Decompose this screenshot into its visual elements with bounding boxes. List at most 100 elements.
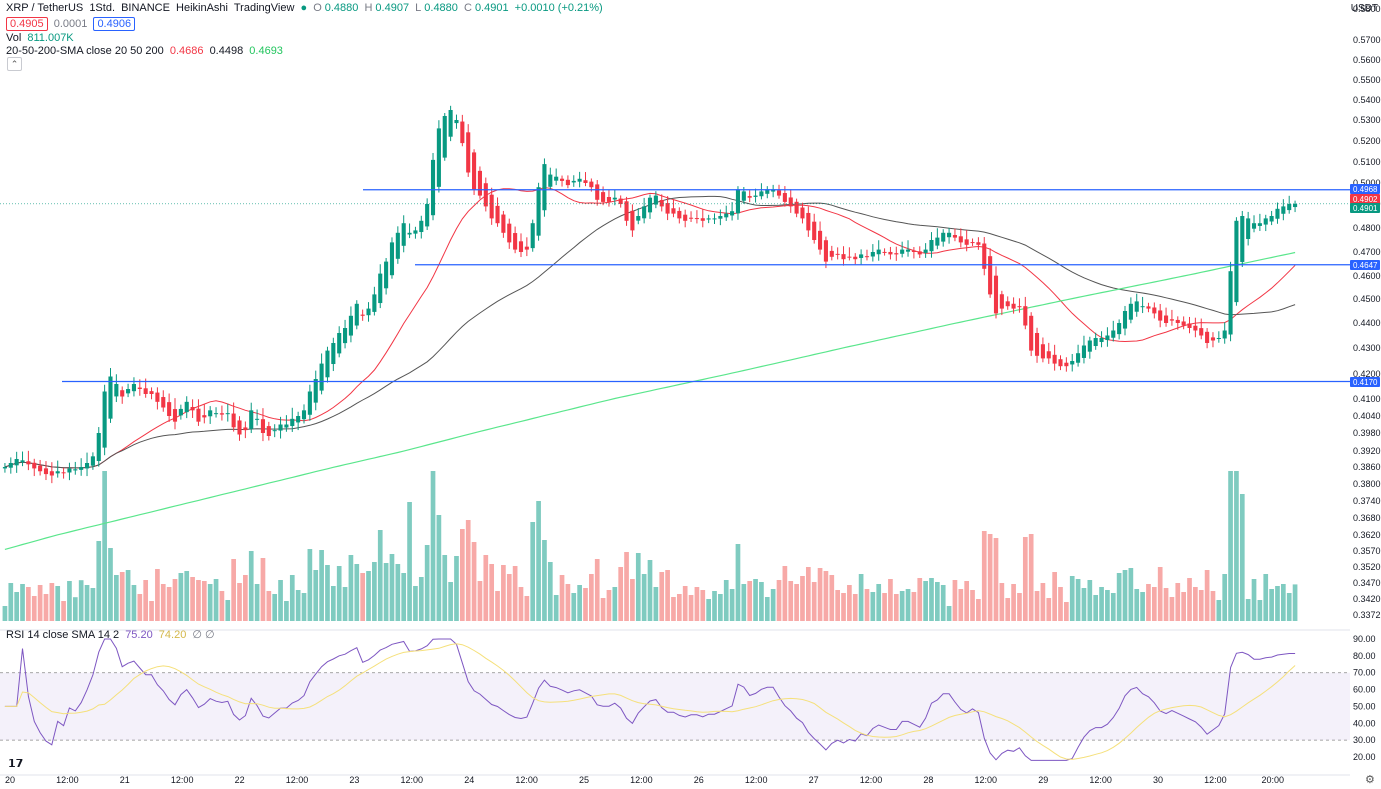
time-tick-label: 12:00: [56, 775, 79, 785]
candle-body: [1169, 319, 1174, 321]
volume-bar: [495, 591, 500, 621]
candle-body: [993, 275, 999, 314]
volume-bar: [1275, 586, 1280, 621]
volume-bar: [1011, 584, 1016, 621]
candle-body: [196, 408, 201, 422]
candle-body: [1011, 303, 1016, 309]
sma-20-value: 0.4686: [169, 45, 204, 57]
candle-body: [829, 250, 834, 257]
volume-bar: [817, 568, 823, 621]
tradingview-logo-icon[interactable]: 𝟭𝟳: [8, 758, 24, 770]
rsi-tick-label: 70.00: [1353, 668, 1376, 678]
price-axis[interactable]: 0.5800 0.5700 0.5600 0.5500 0.5400 0.5300 0.52…: [1353, 4, 1381, 620]
volume-bar: [207, 584, 213, 621]
symbol-legend[interactable]: XRP / TetherUS 1Std. BINANCE HeikinAshi …: [6, 2, 609, 14]
volume-bar: [366, 571, 371, 621]
candle-body: [20, 460, 25, 463]
price-tag-bg: [1350, 260, 1380, 270]
volume-bar: [190, 577, 195, 621]
volume-label: Vol: [6, 32, 22, 44]
gear-icon[interactable]: ⚙: [1365, 774, 1375, 786]
candle-body: [1216, 338, 1221, 339]
candle-body: [84, 463, 90, 469]
candle-body: [38, 465, 43, 472]
volume-bar: [653, 587, 659, 621]
candle-body: [859, 254, 864, 258]
candle-body: [677, 210, 682, 219]
candle-body: [618, 198, 623, 204]
volume-bar: [935, 582, 940, 621]
volume-bar: [1052, 572, 1057, 621]
volume-bar: [547, 562, 553, 621]
rsi-tick-label: 20.00: [1353, 752, 1376, 762]
interval-label[interactable]: 1Std.: [89, 2, 115, 14]
candle-body: [395, 232, 400, 259]
volume-bar: [847, 585, 852, 621]
volume-bar: [2, 606, 8, 621]
candle-body: [202, 415, 207, 418]
candle-body: [1246, 218, 1251, 239]
candle-body: [788, 197, 793, 207]
candle-body: [378, 273, 383, 304]
volume-bar: [407, 502, 412, 621]
candle-body: [735, 189, 741, 214]
volume-bar: [1081, 588, 1087, 621]
candle-body: [477, 170, 482, 196]
volume-bar: [1228, 471, 1233, 621]
volume-bar: [694, 587, 700, 621]
candle-body: [1240, 216, 1245, 262]
volume-bar: [1204, 570, 1210, 621]
rsi-legend[interactable]: RSI 14 close SMA 14 2 75.20 74.20 ∅ ∅: [6, 628, 218, 641]
volume-bar: [764, 597, 770, 621]
volume-bar: [319, 550, 324, 621]
candle-body: [1263, 218, 1268, 225]
candle-body: [1052, 354, 1057, 364]
candle-body: [436, 128, 441, 187]
volume-bar: [313, 570, 319, 621]
volume-bar: [278, 580, 283, 621]
candle-body: [806, 212, 811, 231]
candle-body: [425, 204, 430, 227]
time-tick-label: 12:00: [286, 775, 309, 785]
candle-body: [260, 419, 266, 433]
candle-body: [835, 253, 840, 255]
sma-legend[interactable]: 20-50-200-SMA close 20 50 200 0.4686 0.4…: [6, 45, 286, 57]
volume-bar: [348, 555, 354, 621]
volume-bar: [606, 590, 612, 621]
volume-legend[interactable]: Vol 811.007K: [6, 32, 77, 44]
currency-label[interactable]: USDT: [1350, 3, 1378, 14]
candle-body: [472, 152, 477, 190]
candle-body: [67, 468, 72, 473]
volume-bar: [864, 589, 870, 621]
volume-bar: [325, 565, 330, 621]
candle-body: [8, 463, 13, 468]
volume-bar: [987, 534, 993, 621]
ask-price[interactable]: 0.4906: [93, 17, 136, 31]
symbol-name[interactable]: XRP / TetherUS: [6, 2, 84, 14]
horizontal-lines: [0, 189, 1350, 383]
bid-price[interactable]: 0.4905: [6, 17, 48, 31]
price-tick-label: 0.3470: [1353, 578, 1381, 588]
collapse-legend-button[interactable]: ⌃: [7, 57, 22, 71]
price-tick-label: 0.5400: [1353, 95, 1381, 105]
volume-bar: [706, 599, 711, 621]
candle-body: [55, 471, 60, 474]
candle-body: [982, 243, 987, 269]
candle-body: [343, 328, 348, 344]
volume-bar: [530, 522, 536, 621]
volume-bar: [1151, 587, 1157, 621]
candle-body: [489, 194, 494, 219]
volume-bar: [841, 593, 846, 621]
candle-body: [542, 164, 547, 211]
volume-bar: [78, 580, 84, 621]
volume-bar: [1046, 598, 1052, 621]
time-axis[interactable]: 20 12:00 21 12:00 22 12:00 23 12:00 24 12:00 25 12:…: [0, 774, 1350, 785]
volume-bar: [342, 587, 348, 621]
sma-label: 20-50-200-SMA close 20 50 200: [6, 45, 164, 57]
time-tick-label: 12:00: [630, 775, 653, 785]
price-tag-label: 0.4968: [1353, 185, 1378, 194]
volume-bar: [31, 596, 37, 621]
candle-body: [290, 418, 295, 427]
